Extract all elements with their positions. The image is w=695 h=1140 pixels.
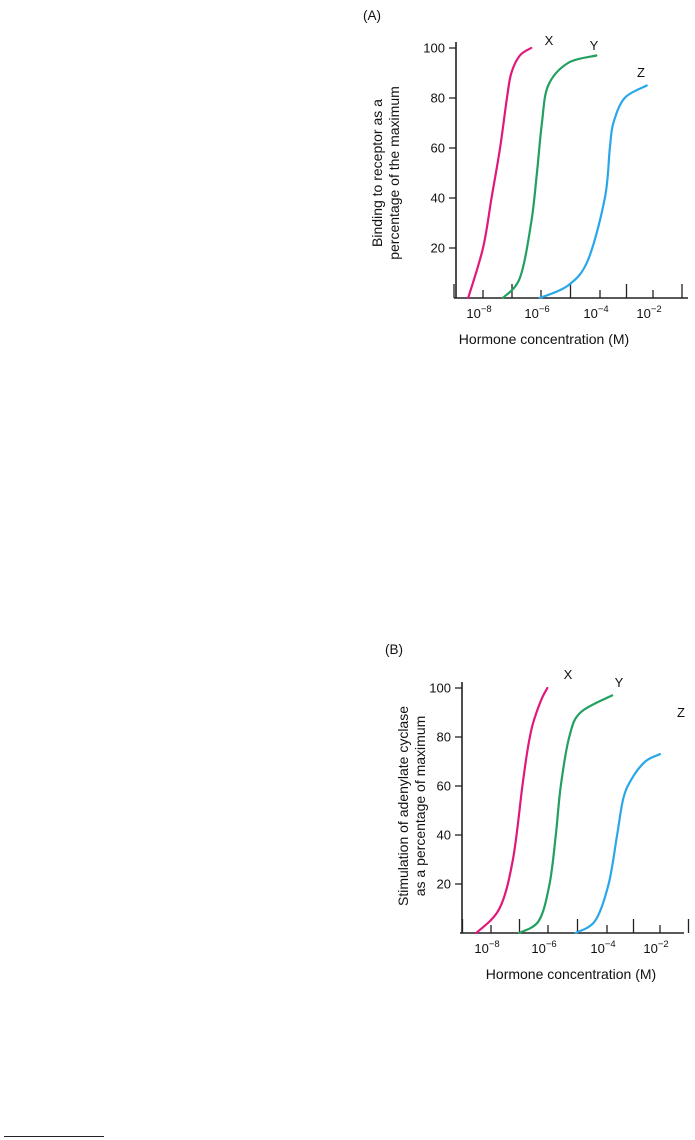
chart-panel-b: (B) 20 40 60 80 100 10−8 10−6 10−4 10−2 Hormone co… [385, 642, 690, 982]
panel-label: (B) [385, 642, 403, 657]
series-label-z: Z [677, 705, 685, 720]
y-tick-label: 60 [431, 141, 445, 156]
y-axis-title: Binding to receptor as apercentage of th… [369, 86, 402, 260]
x-tick-label: 10−4 [583, 304, 608, 321]
x-axis-title: Hormone concentration (M) [486, 966, 656, 982]
series-label-y: Y [615, 675, 624, 690]
chart-panel-a: (A) 20 40 60 80 100 10−8 10−6 10−4 10−2 Hormone co… [363, 8, 688, 347]
curve-z [574, 753, 662, 935]
y-tick-label: 100 [429, 681, 451, 696]
series-label-z: Z [637, 65, 645, 80]
panel-label: (A) [363, 8, 381, 23]
curve-z [538, 84, 648, 300]
series-label-x: X [564, 667, 573, 682]
curve-y [518, 694, 614, 935]
series-label-x: X [545, 33, 554, 48]
x-tick-label: 10−4 [590, 939, 615, 956]
x-tick-label: 10−2 [636, 304, 661, 321]
y-tick-label: 40 [431, 191, 445, 206]
y-tick-label: 80 [431, 91, 445, 106]
x-tick-label: 10−8 [466, 304, 491, 321]
y-tick-label: 40 [437, 828, 451, 843]
y-tick-label: 20 [437, 877, 451, 892]
y-tick-label: 60 [437, 779, 451, 794]
x-tick-label: 10−2 [643, 939, 668, 956]
y-tick-label: 20 [431, 241, 445, 256]
y-tick-label: 80 [437, 730, 451, 745]
x-tick-label: 10−6 [524, 304, 549, 321]
x-axis-title: Hormone concentration (M) [459, 331, 629, 347]
curve-y [501, 54, 598, 300]
curve-x [467, 46, 533, 300]
y-tick-label: 100 [423, 41, 445, 56]
footnote-rule [4, 1136, 104, 1137]
x-tick-label: 10−8 [474, 939, 499, 956]
x-tick-label: 10−6 [531, 939, 556, 956]
series-label-y: Y [590, 38, 599, 53]
y-axis-title: Stimulation of adenylate cyclaseas a per… [395, 706, 428, 906]
curve-x [475, 686, 549, 935]
